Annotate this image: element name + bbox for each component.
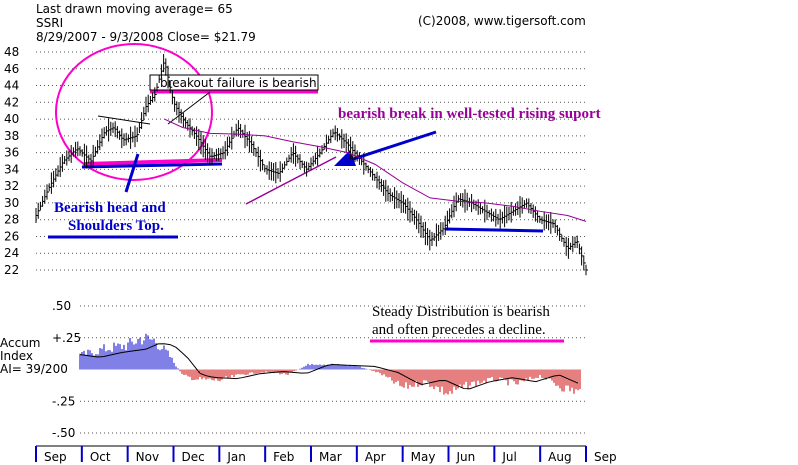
breakout-box — [149, 74, 319, 91]
bearish-break-arrow — [337, 130, 437, 166]
month-label: Sep — [44, 450, 67, 464]
hs-label-line1: Bearish head and — [54, 200, 166, 216]
month-label: Jan — [226, 450, 246, 464]
ai-value: AI= 39/200 — [0, 362, 68, 376]
month-label: Sep — [594, 450, 617, 464]
price-tick-label: 24 — [4, 246, 19, 260]
hs-pointer — [124, 153, 140, 193]
head-shoulders-circle — [55, 43, 213, 181]
month-label: Dec — [182, 450, 205, 464]
period-line: 8/29/2007 - 9/3/2008 Close= $21.79 — [36, 30, 256, 44]
ticker: SSRI — [36, 16, 64, 30]
accum-y-axis: .50 +.25 -.25 -.50 — [52, 299, 586, 440]
month-axis: Sep Oct Nov Dec Jan Feb Mar Apr May Jun Jul Aug Sep — [35, 445, 617, 464]
shoulder-line — [97, 115, 151, 125]
month-label: Jun — [456, 450, 476, 464]
price-tick-label: 42 — [4, 95, 19, 109]
accumulation-average — [79, 343, 579, 390]
moving-average-line — [164, 118, 587, 222]
price-tick-label: 36 — [4, 146, 19, 160]
price-tick-label: 40 — [4, 112, 19, 126]
copyright: (C)2008, www.tigersoft.com — [418, 14, 586, 28]
price-tick-label: 28 — [4, 213, 19, 227]
price-y-axis: 48 46 44 42 40 38 36 34 32 30 28 26 24 22 — [4, 45, 19, 277]
price-tick-label: 44 — [4, 79, 19, 93]
price-tick-label: 22 — [4, 263, 19, 277]
steady-label-line1: Steady Distribution is bearish — [372, 304, 550, 320]
neckline-magenta — [83, 158, 223, 166]
price-tick-label: 46 — [4, 62, 19, 76]
month-label: Jul — [501, 450, 516, 464]
month-label: Feb — [273, 450, 294, 464]
price-bars — [35, 54, 588, 276]
rising-support-line — [245, 156, 337, 205]
month-label: Aug — [548, 450, 571, 464]
index-label: Index — [0, 349, 33, 363]
price-tick-label: 48 — [4, 45, 19, 59]
neckline-blue — [81, 162, 223, 169]
breakout-pointer — [167, 91, 211, 125]
accum-tick-label: +.25 — [52, 331, 81, 345]
month-label: Mar — [319, 450, 342, 464]
month-label: Oct — [90, 450, 111, 464]
price-tick-label: 32 — [4, 179, 19, 193]
price-tick-label: 30 — [4, 196, 19, 210]
accum-tick-label: .50 — [52, 299, 71, 313]
month-label: Nov — [136, 450, 159, 464]
ma-line: Last drawn moving average= 65 — [36, 2, 233, 16]
hs-label-line2: Shoulders Top. — [68, 218, 164, 234]
price-tick-label: 26 — [4, 229, 19, 243]
bearish-break-label: bearish break in well-tested rising supo… — [338, 106, 601, 122]
price-tick-label: 38 — [4, 129, 19, 143]
steady-label-line2: and often precedes a decline. — [372, 322, 546, 338]
accum-tick-label: -.50 — [52, 426, 75, 440]
month-label: Apr — [365, 450, 386, 464]
accumulation-histogram — [79, 333, 581, 395]
price-tick-label: 34 — [4, 162, 19, 176]
jun-support-line — [444, 227, 544, 233]
month-label: May — [411, 450, 436, 464]
breakout-label: breakout failure is bearish — [160, 76, 317, 90]
accum-label: Accum — [0, 336, 41, 350]
accum-tick-label: -.25 — [52, 394, 75, 408]
